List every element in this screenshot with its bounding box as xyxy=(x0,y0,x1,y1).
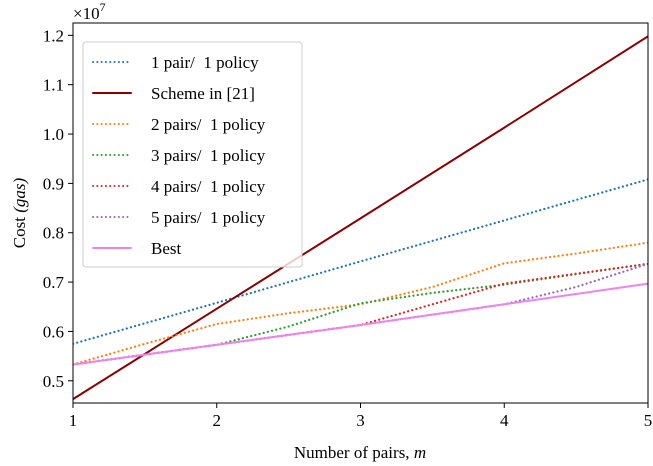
legend-label: 2 pairs/ 1 policy xyxy=(151,115,266,134)
legend-items: 1 pair/ 1 policy Scheme in [21] 2 pairs/ 1… xyxy=(92,53,266,258)
x-tick-label: 3 xyxy=(356,411,365,430)
legend-label: 5 pairs/ 1 policy xyxy=(151,208,266,227)
series-lines xyxy=(73,35,648,401)
x-tick-label: 2 xyxy=(213,411,222,430)
y-tick-label: 0.9 xyxy=(43,174,64,193)
x-axis-title-text: Number of pairs, xyxy=(294,443,414,462)
legend-label: Best xyxy=(151,239,182,258)
series-line-1-pair-1-policy xyxy=(73,178,648,345)
x-tick-label: 1 xyxy=(69,411,78,430)
series-line-3-pairs-1-policy xyxy=(73,262,648,366)
x-axis-variable: m xyxy=(414,443,426,462)
legend-item-scheme-in-21: Scheme in [21] xyxy=(92,84,255,103)
y-tick-label: 1.2 xyxy=(43,26,64,45)
y-multiplier: ×107 xyxy=(73,0,106,23)
x-axis-title: Number of pairs, m xyxy=(294,443,426,462)
legend-item-5-pairs-1-policy: 5 pairs/ 1 policy xyxy=(92,208,266,227)
y-axis-title-text: Cost xyxy=(10,213,29,248)
y-tick-label: 1.1 xyxy=(43,76,64,95)
y-tick-label: 0.5 xyxy=(43,372,64,391)
legend-item-4-pairs-1-policy: 4 pairs/ 1 policy xyxy=(92,177,266,196)
y-tick-label: 0.8 xyxy=(43,224,64,243)
series-line-scheme-in-21 xyxy=(73,35,648,401)
y-tick-label: 0.6 xyxy=(43,322,64,341)
y-multiplier-exponent: 7 xyxy=(100,0,106,14)
series-line-best xyxy=(73,282,648,366)
series-line-5-pairs-1-policy xyxy=(73,262,648,366)
legend-label: 4 pairs/ 1 policy xyxy=(151,177,266,196)
y-axis-title: Cost (gas) xyxy=(10,177,29,248)
series-line-2-pairs-1-policy xyxy=(73,241,648,366)
x-tick-label: 5 xyxy=(644,411,653,430)
y-axis: 0.5 0.6 0.7 0.8 0.9 1.0 1.1 1.2 xyxy=(43,26,73,391)
y-tick-label: 1.0 xyxy=(43,125,64,144)
legend-item-3-pairs-1-policy: 3 pairs/ 1 policy xyxy=(92,146,266,165)
x-axis: 1 2 3 4 5 xyxy=(69,403,653,430)
legend-label: 1 pair/ 1 policy xyxy=(151,53,259,72)
legend-item-best: Best xyxy=(92,239,182,258)
legend-label: 3 pairs/ 1 policy xyxy=(151,146,266,165)
legend-item-2-pairs-1-policy: 2 pairs/ 1 policy xyxy=(92,115,266,134)
legend-label: Scheme in [21] xyxy=(151,84,255,103)
y-multiplier-base: ×10 xyxy=(73,4,100,23)
legend: 1 pair/ 1 policy Scheme in [21] 2 pairs/ 1… xyxy=(82,41,303,268)
legend-box xyxy=(82,41,303,268)
y-tick-label: 0.7 xyxy=(43,273,65,292)
legend-item-1-pair-1-policy: 1 pair/ 1 policy xyxy=(92,53,259,72)
y-axis-unit: (gas) xyxy=(10,177,29,212)
series-line-4-pairs-1-policy xyxy=(73,262,648,366)
x-tick-label: 4 xyxy=(500,411,509,430)
